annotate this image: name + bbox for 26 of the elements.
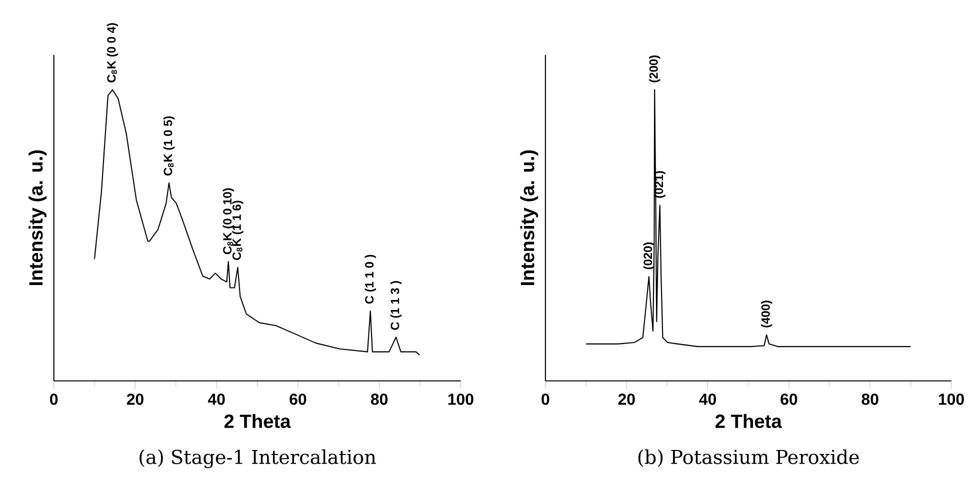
x-tick-label: 40 <box>208 394 225 406</box>
x-tick-label: 0 <box>542 394 550 406</box>
x-tick-label: 20 <box>126 394 144 406</box>
annotation: C$_{8}$K (0 0 4) <box>106 23 118 83</box>
text: (b) Potassium Peroxide <box>638 450 859 468</box>
annotation: C (1 1 0 ) <box>364 255 376 304</box>
x-axis-title: 2 Theta <box>224 414 291 428</box>
x-tick-label: 100 <box>448 394 474 406</box>
annotation: C$_{8}$K (1 0 5) <box>163 116 175 176</box>
x-tick-label: 60 <box>290 394 306 406</box>
y-axis-title: Intensity (a. u.) <box>28 150 46 286</box>
annotation: C (1 1 3 ) <box>390 281 402 330</box>
annotation: (200) <box>649 56 660 82</box>
x-tick-label: 20 <box>618 394 635 406</box>
x-tick-label: 80 <box>862 394 878 406</box>
y-axis-title: Intensity (a. u.) <box>520 150 538 286</box>
x-tick-label: 100 <box>938 394 964 406</box>
x-axis-title: 2 Theta <box>716 414 782 428</box>
x-tick-label: 40 <box>699 394 716 406</box>
annotation: C$_{8}$K (1 1 6) <box>232 200 244 260</box>
annotation: (020) <box>643 242 654 270</box>
text: (a) Stage-1 Intercalation <box>140 450 376 468</box>
annotation: (400) <box>761 300 772 328</box>
x-tick-label: 80 <box>370 394 388 406</box>
x-tick-label: 60 <box>780 394 798 406</box>
x-tick-label: 0 <box>50 394 58 406</box>
